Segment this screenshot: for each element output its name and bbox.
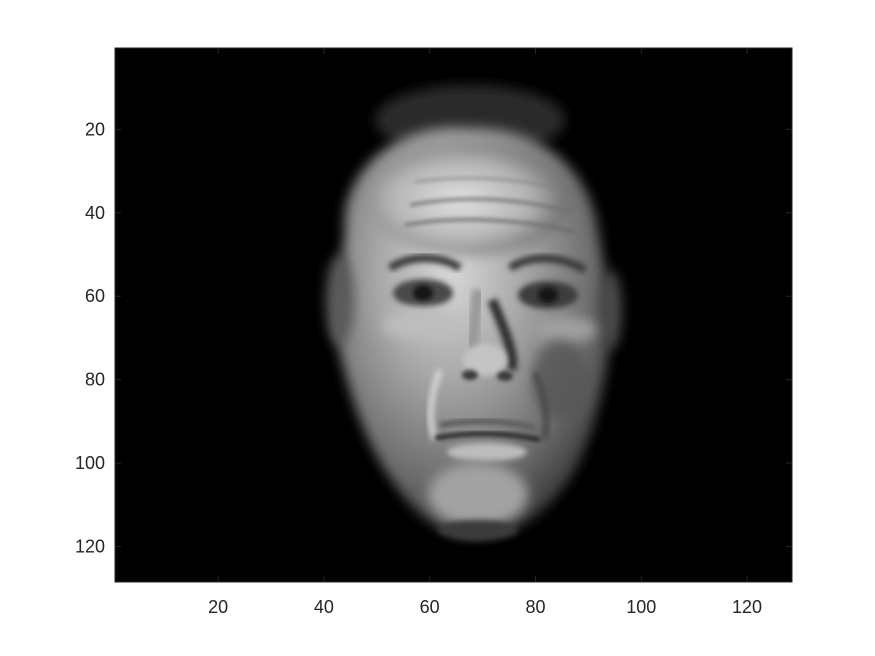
heatmap-image — [115, 48, 792, 582]
y-tick-label: 40 — [85, 203, 105, 223]
x-axis: 20 40 60 80 100 120 — [208, 48, 762, 617]
x-tick-label: 40 — [314, 597, 334, 617]
y-tick-label: 120 — [75, 537, 105, 557]
y-tick-label: 100 — [75, 453, 105, 473]
x-tick-label: 80 — [525, 597, 545, 617]
y-tick-label: 80 — [85, 370, 105, 390]
y-axis: 20 40 60 80 100 120 — [75, 119, 792, 557]
x-tick-label: 60 — [420, 597, 440, 617]
x-tick-label: 120 — [732, 597, 762, 617]
y-tick-label: 20 — [85, 119, 105, 139]
x-tick-label: 100 — [626, 597, 656, 617]
y-tick-label: 60 — [85, 286, 105, 306]
face — [326, 85, 622, 540]
x-tick-label: 20 — [208, 597, 228, 617]
axes-box — [114, 47, 793, 583]
